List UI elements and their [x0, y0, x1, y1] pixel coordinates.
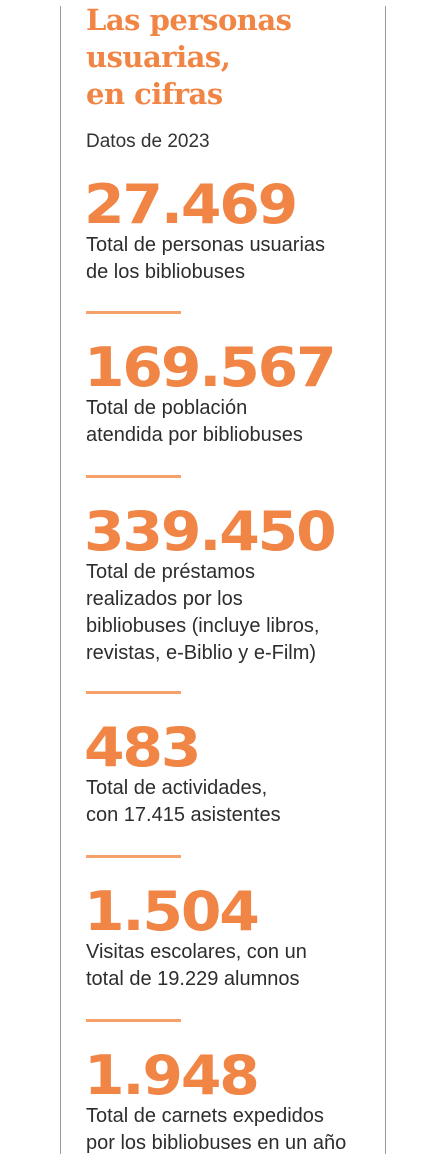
stat-label-line: realizados por los [86, 588, 243, 610]
stat-label: Total de carnets expedidos por los bibli… [86, 1103, 376, 1157]
stat-label-line: atendida por bibliobuses [86, 424, 303, 446]
stat-label: Total de población atendida por bibliobu… [86, 395, 376, 449]
stat-value: 1.948 [84, 1044, 260, 1107]
divider [86, 1019, 181, 1022]
stat-library-cards: 1.948 Total de carnets expedidos por los… [84, 1049, 384, 1157]
stat-label-line: de los bibliobuses [86, 261, 245, 283]
divider [86, 311, 181, 314]
stat-value: 1.504 [84, 880, 260, 943]
title-line-3: en cifras [86, 77, 223, 111]
subtitle: Datos de 2023 [86, 131, 210, 152]
stat-value: 483 [84, 716, 201, 779]
stat-school-visits: 1.504 Visitas escolares, con un total de… [84, 885, 384, 993]
stat-label: Total de préstamos realizados por los bi… [86, 559, 376, 667]
divider [86, 691, 181, 694]
stat-label: Total de actividades, con 17.415 asisten… [86, 775, 376, 829]
stat-label-line: Total de actividades, [86, 777, 268, 799]
title-line-2: usuarias, [86, 40, 231, 74]
stat-value: 339.450 [84, 500, 337, 563]
stat-activities: 483 Total de actividades, con 17.415 asi… [84, 721, 384, 829]
stat-label-line: bibliobuses (incluye libros, [86, 615, 320, 637]
stat-population: 169.567 Total de población atendida por … [84, 341, 384, 449]
stat-users: 27.469 Total de personas usuarias de los… [84, 178, 384, 286]
stat-value: 27.469 [84, 173, 298, 236]
stat-label-line: Total de carnets expedidos [86, 1105, 324, 1127]
stat-label-line: total de 19.229 alumnos [86, 968, 300, 990]
page-title: Las personas usuarias, en cifras [86, 2, 292, 113]
stat-label-line: por los bibliobuses en un año [86, 1132, 347, 1154]
stat-label-line: Total de préstamos [86, 561, 255, 583]
stat-label: Visitas escolares, con un total de 19.22… [86, 939, 376, 993]
divider [86, 855, 181, 858]
title-line-1: Las personas [86, 3, 292, 37]
stat-value: 169.567 [84, 336, 337, 399]
left-column-rule [60, 6, 61, 1154]
stat-label-line: Total de población [86, 397, 248, 419]
stat-label-line: Visitas escolares, con un [86, 941, 307, 963]
stat-label-line: revistas, e-Biblio y e-Film) [86, 642, 317, 664]
stat-label-line: con 17.415 asistentes [86, 804, 281, 826]
right-column-rule [385, 6, 386, 1154]
stat-label-line: Total de personas usuarias [86, 234, 326, 256]
divider [86, 475, 181, 478]
stat-label: Total de personas usuarias de los biblio… [86, 232, 376, 286]
stat-loans: 339.450 Total de préstamos realizados po… [84, 505, 384, 667]
